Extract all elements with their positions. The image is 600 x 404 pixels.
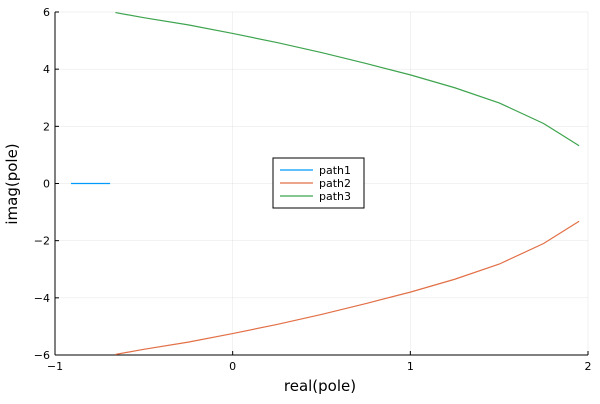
x-axis-label: real(pole) (284, 377, 356, 395)
x-tick-label: −1 (47, 360, 63, 373)
y-tick-label: 4 (43, 63, 50, 76)
series-line-path2 (115, 220, 580, 356)
x-tick-label: 0 (229, 360, 236, 373)
x-tick-label: 1 (407, 360, 414, 373)
axes-layer (54, 11, 589, 356)
tick-labels: −1 0 1 2 −6 −4 −2 0 2 4 6 (34, 6, 592, 373)
y-tick-label: −4 (34, 292, 50, 305)
y-tick-label: 2 (43, 120, 50, 133)
y-tick-label: 6 (43, 6, 50, 19)
y-tick-label: −2 (34, 235, 50, 248)
legend-label-path3: path3 (319, 190, 351, 203)
series-line-path3 (115, 11, 580, 147)
legend-label-path2: path2 (319, 177, 351, 190)
legend-label-path1: path1 (319, 164, 351, 177)
y-tick-label: 0 (43, 178, 50, 191)
x-tick-label: 2 (585, 360, 592, 373)
series-layer (70, 11, 580, 356)
y-axis-label: imag(pole) (3, 143, 21, 224)
y-tick-label: −6 (34, 349, 50, 362)
